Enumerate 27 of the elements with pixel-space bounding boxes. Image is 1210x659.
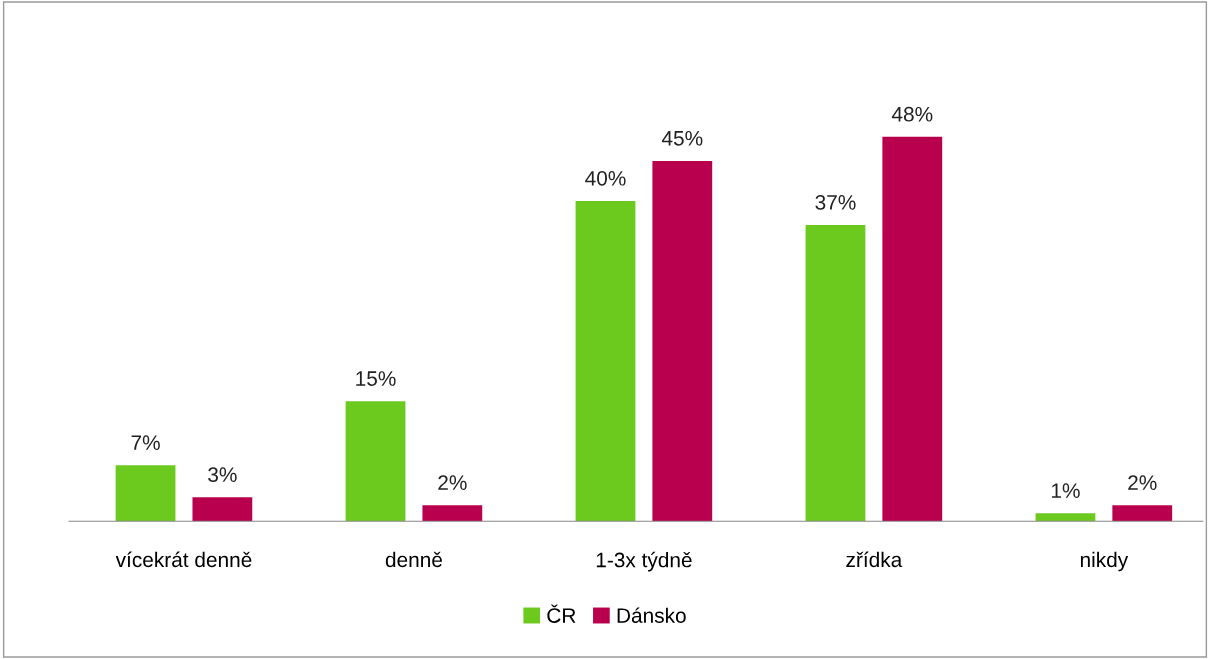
data-label: 48% xyxy=(891,106,933,122)
x-tick-label: 1-3x týdně xyxy=(596,551,692,572)
data-label: 2% xyxy=(1128,475,1157,490)
data-label: 1% xyxy=(1051,483,1080,498)
data-label: 15% xyxy=(356,371,396,386)
bar xyxy=(192,497,253,522)
legend-label: ČR xyxy=(547,604,576,623)
data-label: 7% xyxy=(131,435,160,450)
legend-label: Dánsko xyxy=(617,607,686,623)
x-tick-label: zřídka xyxy=(846,551,903,568)
bar xyxy=(422,505,483,522)
data-label: 40% xyxy=(585,170,626,186)
bar xyxy=(805,224,866,522)
bar xyxy=(115,465,176,522)
data-label: 45% xyxy=(661,130,703,146)
bar xyxy=(652,160,713,522)
x-tick-label: nikdy xyxy=(1080,551,1129,572)
data-label: 37% xyxy=(815,194,856,210)
x-tick-label: vícekrát denně xyxy=(115,551,252,568)
bar xyxy=(345,401,406,522)
bar xyxy=(1035,513,1096,522)
x-tick-label: denně xyxy=(385,551,442,568)
data-label: 2% xyxy=(438,475,467,490)
bar xyxy=(575,200,636,522)
data-label: 3% xyxy=(208,467,237,483)
bar xyxy=(1112,505,1173,522)
bar xyxy=(882,136,943,522)
